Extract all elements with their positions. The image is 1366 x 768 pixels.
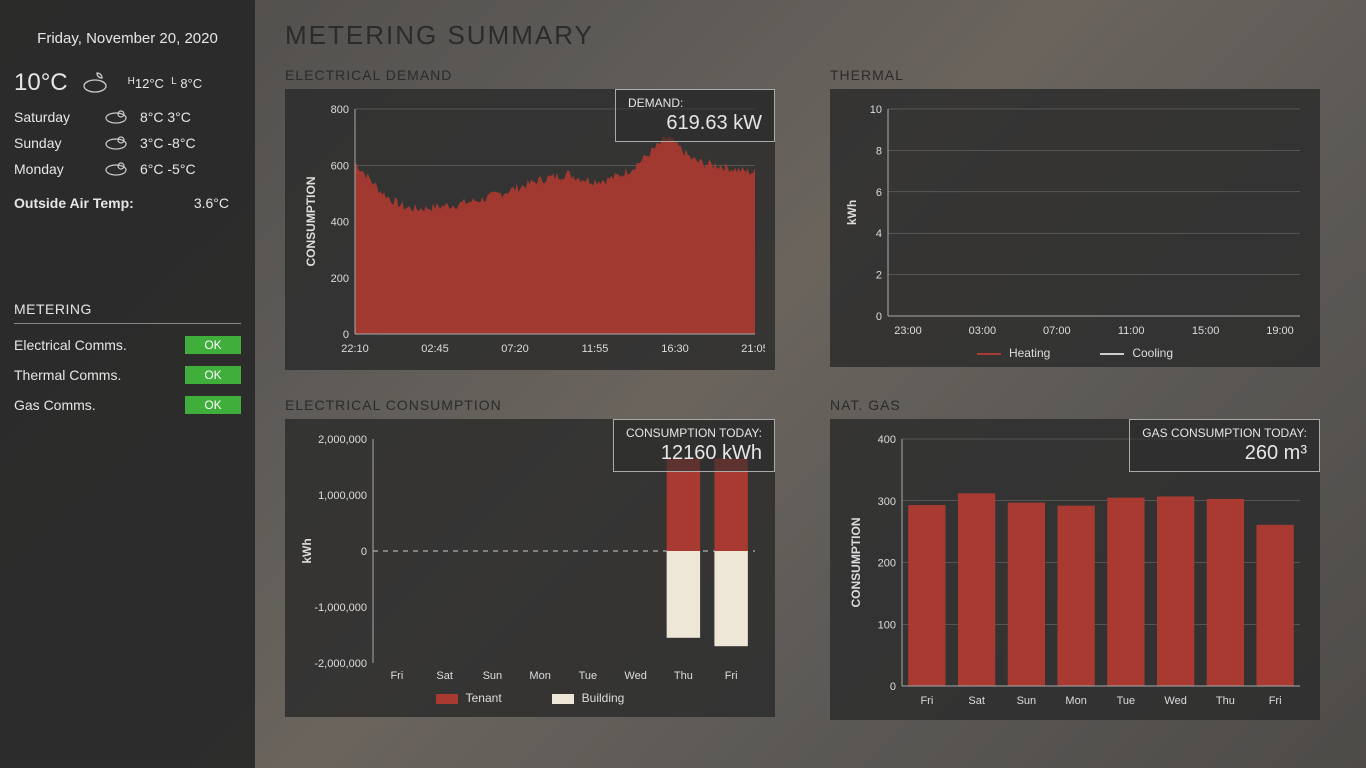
- svg-text:Fri: Fri: [1269, 695, 1282, 707]
- thermal-legend: Heating Cooling: [840, 346, 1310, 360]
- status-electrical: Electrical Comms. OK: [14, 336, 241, 354]
- svg-text:Sun: Sun: [1017, 695, 1037, 707]
- svg-text:22:10: 22:10: [341, 343, 369, 355]
- panel-title: THERMAL: [830, 67, 1320, 83]
- panel-title: ELECTRICAL DEMAND: [285, 67, 775, 83]
- svg-text:Fri: Fri: [725, 670, 738, 682]
- svg-text:10: 10: [870, 104, 882, 116]
- svg-text:300: 300: [878, 496, 896, 508]
- panel-electrical-demand: ELECTRICAL DEMAND DEMAND: 619.63 kW 0 200…: [285, 67, 775, 367]
- svg-text:19:00: 19:00: [1266, 325, 1294, 337]
- svg-text:200: 200: [331, 273, 349, 285]
- forecast-row: Saturday 8°C 3°C: [14, 109, 241, 125]
- svg-text:CONSUMPTION: CONSUMPTION: [304, 177, 318, 267]
- forecast-row: Monday 6°C -5°C: [14, 161, 241, 177]
- svg-text:Wed: Wed: [624, 670, 646, 682]
- svg-text:Sat: Sat: [968, 695, 985, 707]
- svg-text:Wed: Wed: [1164, 695, 1186, 707]
- svg-text:Fri: Fri: [390, 670, 403, 682]
- svg-text:23:00: 23:00: [894, 325, 922, 337]
- forecast-row: Sunday 3°C -8°C: [14, 135, 241, 151]
- svg-text:Mon: Mon: [1065, 695, 1086, 707]
- svg-text:Tue: Tue: [1117, 695, 1136, 707]
- gas-callout: GAS CONSUMPTION TODAY: 260 m³: [1129, 419, 1320, 472]
- svg-text:1,000,000: 1,000,000: [318, 490, 367, 502]
- svg-text:15:00: 15:00: [1192, 325, 1220, 337]
- svg-text:4: 4: [876, 228, 882, 240]
- svg-text:0: 0: [876, 311, 882, 323]
- svg-text:Thu: Thu: [1216, 695, 1235, 707]
- svg-text:600: 600: [331, 160, 349, 172]
- current-date: Friday, November 20, 2020: [14, 30, 241, 47]
- svg-text:11:55: 11:55: [582, 343, 609, 355]
- panel-thermal: THERMAL 0 2 4 6 8 10 23:00 03:00 07:00 11:00 15:00…: [830, 67, 1320, 367]
- svg-text:8: 8: [876, 145, 882, 157]
- hi-lo: H12°C L 8°C: [128, 76, 203, 91]
- svg-text:0: 0: [890, 681, 896, 693]
- svg-text:400: 400: [878, 434, 896, 446]
- svg-text:-1,000,000: -1,000,000: [314, 602, 367, 614]
- svg-text:11:00: 11:00: [1118, 325, 1145, 337]
- svg-text:Sun: Sun: [483, 670, 503, 682]
- consumption-callout: CONSUMPTION TODAY: 12160 kWh: [613, 419, 775, 472]
- cloud-icon: [104, 109, 140, 125]
- svg-text:-2,000,000: -2,000,000: [314, 658, 367, 670]
- svg-text:Sat: Sat: [436, 670, 453, 682]
- svg-text:200: 200: [878, 558, 896, 570]
- consumption-legend: Tenant Building: [295, 691, 765, 705]
- outside-air-temp: Outside Air Temp: 3.6°C: [14, 195, 241, 211]
- svg-text:Tue: Tue: [579, 670, 598, 682]
- thermal-chart: 0 2 4 6 8 10 23:00 03:00 07:00 11:00 15:00 19:00 kWh: [840, 99, 1310, 344]
- status-badge: OK: [185, 366, 241, 384]
- svg-text:0: 0: [361, 546, 367, 558]
- svg-text:07:20: 07:20: [501, 343, 529, 355]
- svg-text:kWh: kWh: [300, 538, 314, 563]
- svg-text:Fri: Fri: [920, 695, 933, 707]
- svg-text:400: 400: [331, 217, 349, 229]
- svg-text:02:45: 02:45: [421, 343, 449, 355]
- current-temp: 10°C: [14, 69, 68, 97]
- svg-text:kWh: kWh: [845, 200, 859, 225]
- metering-header: METERING: [14, 301, 241, 324]
- svg-text:07:00: 07:00: [1043, 325, 1071, 337]
- svg-text:2,000,000: 2,000,000: [318, 434, 367, 446]
- svg-text:Mon: Mon: [529, 670, 550, 682]
- status-badge: OK: [185, 336, 241, 354]
- svg-text:0: 0: [343, 329, 349, 341]
- svg-text:800: 800: [331, 104, 349, 116]
- cloud-icon: [104, 161, 140, 177]
- status-thermal: Thermal Comms. OK: [14, 366, 241, 384]
- svg-text:100: 100: [878, 619, 896, 631]
- cloud-icon: [104, 135, 140, 151]
- demand-callout: DEMAND: 619.63 kW: [615, 89, 775, 142]
- panel-electrical-consumption: ELECTRICAL CONSUMPTION CONSUMPTION TODAY…: [285, 397, 775, 717]
- svg-text:03:00: 03:00: [969, 325, 997, 337]
- status-badge: OK: [185, 396, 241, 414]
- panel-nat-gas: NAT. GAS GAS CONSUMPTION TODAY: 260 m³ 0…: [830, 397, 1320, 717]
- main: METERING SUMMARY ELECTRICAL DEMAND DEMAN…: [255, 0, 1366, 768]
- svg-text:21:05: 21:05: [741, 343, 765, 355]
- status-gas: Gas Comms. OK: [14, 396, 241, 414]
- sidebar: Friday, November 20, 2020 10°C H12°C L 8…: [0, 0, 255, 768]
- weather-current: 10°C H12°C L 8°C: [14, 69, 241, 97]
- svg-text:16:30: 16:30: [661, 343, 689, 355]
- svg-text:2: 2: [876, 270, 882, 282]
- cloud-moon-icon: [82, 72, 112, 94]
- svg-text:CONSUMPTION: CONSUMPTION: [849, 518, 863, 608]
- svg-text:6: 6: [876, 187, 882, 199]
- panel-title: ELECTRICAL CONSUMPTION: [285, 397, 775, 413]
- page-title: METERING SUMMARY: [285, 20, 1336, 51]
- svg-text:Thu: Thu: [674, 670, 693, 682]
- panel-title: NAT. GAS: [830, 397, 1320, 413]
